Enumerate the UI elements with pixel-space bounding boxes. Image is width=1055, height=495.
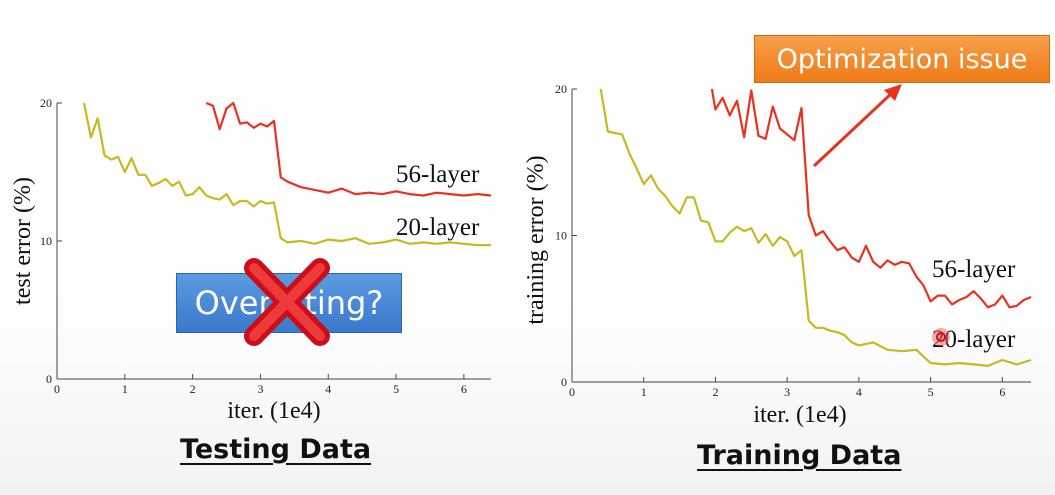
optimization-issue-callout: Optimization issue	[754, 35, 1050, 83]
x-axis-label: iter. (1e4)	[227, 398, 320, 424]
y-tick-label: 10	[555, 229, 567, 243]
x-tick-label: 4	[325, 382, 331, 396]
test-error-chart: 0 1 2 3 4 5 6 0 10 20 test error (%) iter. (1e4) 56-…	[10, 96, 492, 424]
series-line-56-layer	[710, 88, 1032, 309]
y-tick-label: 20	[40, 96, 52, 110]
optimization-arrow	[812, 84, 902, 168]
y-tick-label: 0	[46, 372, 52, 386]
x-tick-label: 1	[641, 385, 647, 399]
x-tick-label: 2	[190, 382, 196, 396]
y-axis-label: test error (%)	[10, 177, 36, 305]
training-error-chart: 0 1 2 3 4 5 6 0 10 20 training error (%) iter. (1e4…	[523, 82, 1032, 428]
y-tick-label: 0	[561, 375, 567, 389]
x-tick-label: 3	[257, 382, 263, 396]
x-tick-label: 5	[928, 385, 934, 399]
y-tick-label: 10	[40, 234, 52, 248]
x-tick-label: 0	[569, 385, 575, 399]
x-tick-label: 2	[712, 385, 718, 399]
testing-data-caption: Testing Data	[180, 434, 372, 465]
x-tick-label: 6	[999, 385, 1005, 399]
y-tick-label: 20	[555, 82, 567, 96]
series-label-56-layer: 56-layer	[932, 256, 1016, 283]
cursor-dot	[936, 332, 946, 342]
series-line-56-layer	[205, 101, 492, 197]
series-line-20-layer	[83, 102, 491, 247]
x-tick-label: 1	[122, 382, 128, 396]
x-tick-label: 4	[856, 385, 862, 399]
x-tick-label: 0	[54, 382, 60, 396]
x-axis-label: iter. (1e4)	[753, 402, 846, 428]
red-cross-icon	[244, 258, 330, 346]
cursor-highlight	[932, 328, 950, 346]
series-line-20-layer	[599, 88, 1032, 367]
x-tick-label: 3	[784, 385, 790, 399]
y-axis-label: training error (%)	[523, 155, 549, 324]
training-data-caption: Training Data	[697, 440, 902, 471]
x-tick-label: 6	[461, 382, 467, 396]
x-tick-label: 5	[393, 382, 399, 396]
series-label-56-layer: 56-layer	[396, 161, 480, 188]
series-label-20-layer: 20-layer	[396, 214, 480, 241]
